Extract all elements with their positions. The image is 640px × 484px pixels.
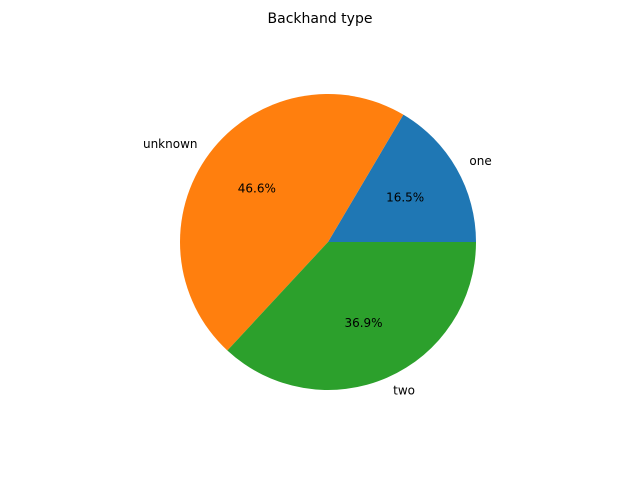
pie-slices	[179, 93, 477, 391]
pie-percent-two: 36.9%	[344, 316, 382, 330]
pie-percent-one: 16.5%	[386, 191, 424, 205]
pie-slice-unknown	[179, 93, 404, 351]
pie-percent-unknown: 46.6%	[238, 181, 276, 195]
pie-label-one: one	[469, 154, 491, 168]
pie-slice-one	[328, 114, 477, 242]
pie-label-two: two	[393, 384, 415, 398]
pie-labels: one 16.5% unknown 46.6% two 36.9%	[143, 137, 492, 398]
pie-label-unknown: unknown	[143, 137, 198, 151]
chart-title: Backhand type	[268, 11, 373, 27]
pie-slice-two	[227, 242, 476, 391]
